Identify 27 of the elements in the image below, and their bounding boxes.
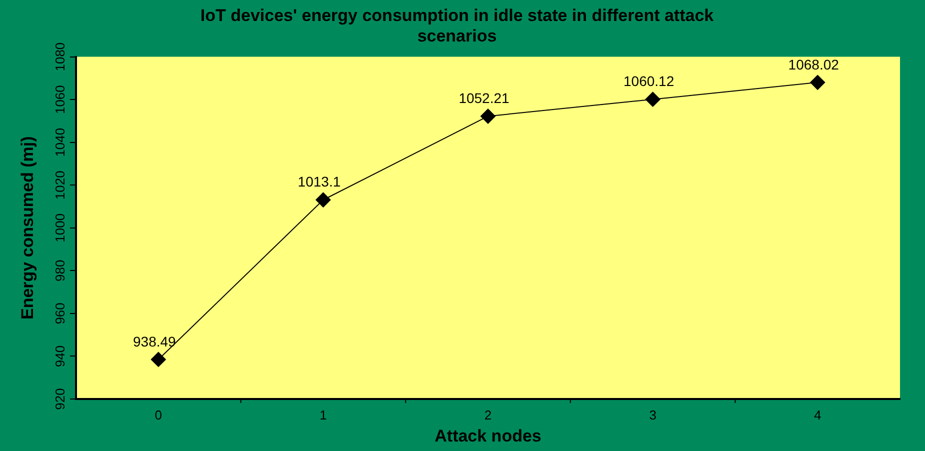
x-tick-label: 1 (320, 407, 327, 422)
y-tick-label: 920 (52, 388, 68, 410)
x-axis-title: Attack nodes (434, 426, 542, 446)
y-tick-label: 980 (52, 260, 68, 282)
y-axis-title: Energy consumed (mj) (18, 136, 37, 320)
data-label: 1013.1 (298, 174, 341, 190)
x-tick-label: 4 (814, 407, 822, 422)
point (150, 352, 166, 367)
data-label: 1052.21 (458, 90, 510, 106)
x-tick-label: 0 (154, 407, 162, 422)
y-tick-label: 1040 (52, 128, 68, 157)
chart-title: IoT devices' energy consumption in idle state in different attack scenarios (200, 6, 714, 46)
y-tick-label: 940 (52, 345, 68, 368)
y-tick-label: 1020 (52, 170, 68, 200)
y-tick-label: 960 (52, 302, 68, 324)
point (316, 192, 331, 208)
x-tick-label: 2 (484, 407, 492, 422)
point (645, 92, 660, 107)
point (810, 74, 826, 90)
y-tick-label: 1060 (52, 85, 68, 114)
y-tick-label: 1000 (52, 213, 68, 242)
x-tick-label: 3 (649, 407, 656, 422)
data-label: 938.49 (132, 333, 176, 350)
data-label: 1060.12 (623, 73, 674, 90)
data-label: 1068.02 (788, 56, 840, 72)
y-tick-label: 1080 (52, 42, 68, 72)
point (480, 108, 496, 124)
